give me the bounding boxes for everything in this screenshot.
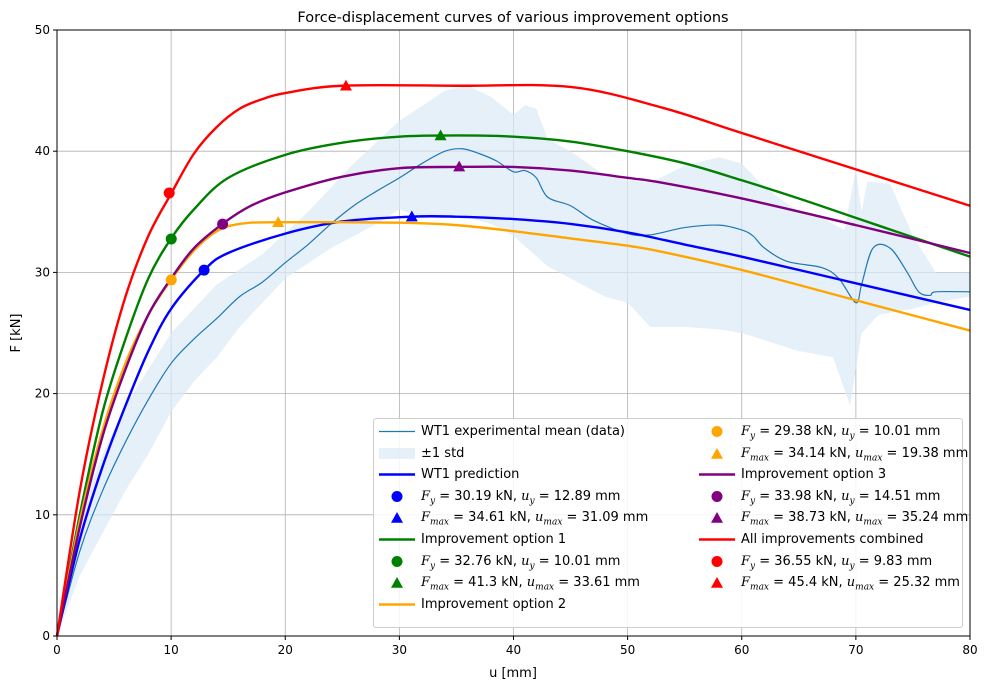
std-band-area: [57, 85, 970, 636]
legend: WT1 experimental mean (data) ±1 std WT1 pr…: [373, 418, 968, 628]
x-tick-label: 70: [848, 643, 863, 657]
legend-label: Fy = 32.76 kN, uy = 10.01 mm: [421, 553, 621, 572]
y-tick-label: 40: [35, 144, 50, 158]
y-tick-label: 10: [35, 508, 50, 522]
legend-label: Fmax = 45.4 kN, umax = 25.32 mm: [741, 575, 960, 593]
max-point-marker: [434, 129, 447, 141]
y-axis-label: F [kN]: [9, 313, 24, 352]
legend-swatch-patch: [377, 443, 417, 464]
series-line-4: [55, 83, 971, 637]
legend-label: Fy = 33.98 kN, uy = 14.51 mm: [741, 488, 941, 507]
experimental-mean-line: [56, 148, 971, 637]
legend-swatch-thin: [377, 421, 417, 442]
x-tick-label: 20: [278, 643, 293, 657]
axis-ticks: 0 10 20 30 40 50 60 70 80 0 10 20 30 40 50: [35, 23, 978, 657]
legend-label: Fmax = 34.61 kN, umax = 31.09 mm: [421, 510, 649, 528]
legend-label: Fmax = 38.73 kN, umax = 35.24 mm: [741, 510, 969, 528]
series-lines: [55, 83, 971, 637]
series-line-3: [55, 165, 971, 637]
legend-label: WT1 experimental mean (data): [421, 424, 626, 439]
legend-swatch-line: [697, 464, 737, 485]
legend-swatch-tri: [697, 572, 737, 593]
legend-swatch-tri: [697, 507, 737, 528]
legend-label: Fy = 36.55 kN, uy = 9.83 mm: [741, 553, 933, 572]
legend-swatch-line: [377, 529, 417, 550]
legend-swatch-line: [377, 464, 417, 485]
legend-label: Improvement option 2: [421, 596, 567, 612]
yield-point-marker: [163, 187, 175, 199]
yield-point-marker: [165, 274, 177, 286]
yield-point-marker: [165, 233, 177, 245]
x-axis-label: u [mm]: [489, 666, 537, 681]
legend-label: Fy = 29.38 kN, uy = 10.01 mm: [741, 424, 941, 442]
legend-swatch-dot: [697, 421, 737, 442]
legend-swatch-tri: [377, 507, 417, 528]
chart-title: Force-displacement curves of various imp…: [297, 10, 728, 26]
x-tick-label: 30: [392, 643, 407, 657]
legend-label: Fmax = 34.14 kN, umax = 19.38 mm: [741, 445, 969, 464]
x-tick-label: 0: [53, 643, 61, 657]
legend-label: Fy = 30.19 kN, uy = 12.89 mm: [421, 488, 621, 507]
yield-point-marker: [198, 264, 210, 276]
legend-label: ±1 std: [421, 445, 465, 461]
legend-label: WT1 prediction: [421, 467, 520, 483]
legend-swatch-dot: [377, 551, 417, 572]
legend-swatch-tri: [377, 572, 417, 593]
legend-swatch-dot: [697, 486, 737, 507]
legend-swatch-line: [697, 529, 737, 550]
std-band: [57, 85, 970, 636]
y-tick-label: 30: [35, 265, 50, 279]
y-tick-label: 20: [35, 387, 50, 401]
legend-swatch-line: [377, 594, 417, 615]
series-markers: [163, 79, 466, 286]
legend-label: All improvements combined: [741, 532, 924, 547]
legend-swatch-dot: [697, 551, 737, 572]
x-tick-label: 40: [506, 643, 521, 657]
y-tick-label: 50: [35, 23, 50, 37]
y-tick-label: 0: [42, 629, 50, 643]
x-tick-label: 60: [734, 643, 749, 657]
yield-point-marker: [217, 218, 229, 230]
legend-swatch-tri: [697, 443, 737, 464]
max-point-marker: [453, 160, 466, 172]
legend-label: Improvement option 3: [741, 467, 887, 483]
legend-label: Improvement option 1: [421, 532, 567, 547]
max-point-marker: [272, 216, 285, 228]
max-point-marker: [339, 79, 352, 91]
x-tick-label: 80: [962, 643, 977, 657]
legend-swatch-dot: [377, 486, 417, 507]
x-tick-label: 50: [620, 643, 635, 657]
series-line-0: [55, 214, 971, 637]
x-tick-label: 10: [163, 643, 178, 657]
max-point-marker: [405, 210, 418, 222]
series-line-2: [55, 220, 971, 637]
legend-label: Fmax = 41.3 kN, umax = 33.61 mm: [421, 575, 640, 593]
series-line-1: [55, 134, 971, 637]
